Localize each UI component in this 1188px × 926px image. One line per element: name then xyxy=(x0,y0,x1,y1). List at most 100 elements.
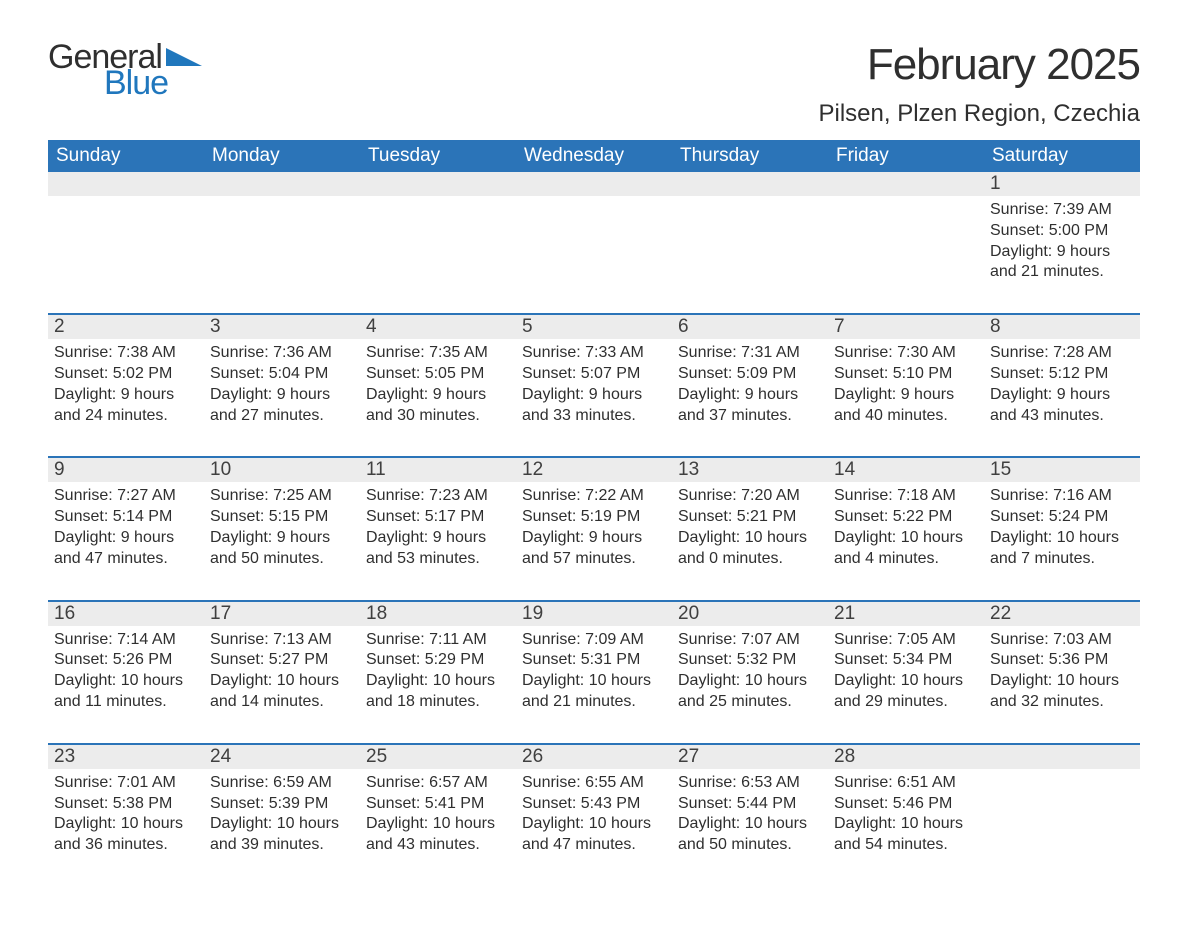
daylight-line2: and 40 minutes. xyxy=(834,406,978,427)
daylight-line2: and 21 minutes. xyxy=(990,262,1134,283)
daynum-cell: 28 xyxy=(828,745,984,769)
daylight-line2: and 50 minutes. xyxy=(678,835,822,856)
daynum-cell: 1 xyxy=(984,172,1140,196)
sunset-line: Sunset: 5:19 PM xyxy=(522,507,666,528)
detail-row: Sunrise: 7:39 AMSunset: 5:00 PMDaylight:… xyxy=(48,196,1140,314)
detail-row: Sunrise: 7:38 AMSunset: 5:02 PMDaylight:… xyxy=(48,339,1140,457)
empty-cell xyxy=(828,196,984,314)
daylight-line2: and 47 minutes. xyxy=(54,549,198,570)
sunrise-line: Sunrise: 7:22 AM xyxy=(522,486,666,507)
daylight-line2: and 39 minutes. xyxy=(210,835,354,856)
daynum-cell: 3 xyxy=(204,315,360,339)
empty-cell xyxy=(984,745,1140,769)
daylight-line1: Daylight: 9 hours xyxy=(54,528,198,549)
daynum-cell: 12 xyxy=(516,458,672,482)
title-block: February 2025 Pilsen, Plzen Region, Czec… xyxy=(818,40,1140,136)
sunrise-line: Sunrise: 7:16 AM xyxy=(990,486,1134,507)
daynum-row: 232425262728 xyxy=(48,745,1140,769)
daylight-line1: Daylight: 9 hours xyxy=(522,385,666,406)
sunrise-line: Sunrise: 7:35 AM xyxy=(366,343,510,364)
sunrise-line: Sunrise: 7:01 AM xyxy=(54,773,198,794)
sunrise-line: Sunrise: 6:57 AM xyxy=(366,773,510,794)
daylight-line2: and 36 minutes. xyxy=(54,835,198,856)
sunrise-line: Sunrise: 7:39 AM xyxy=(990,200,1134,221)
sunset-line: Sunset: 5:44 PM xyxy=(678,794,822,815)
dow-cell: Friday xyxy=(828,140,984,172)
calendar-table: SundayMondayTuesdayWednesdayThursdayFrid… xyxy=(48,140,1140,886)
sunrise-line: Sunrise: 7:14 AM xyxy=(54,630,198,651)
detail-cell: Sunrise: 7:36 AMSunset: 5:04 PMDaylight:… xyxy=(204,339,360,457)
detail-cell: Sunrise: 6:59 AMSunset: 5:39 PMDaylight:… xyxy=(204,769,360,886)
logo: General Blue xyxy=(48,40,202,100)
detail-row: Sunrise: 7:27 AMSunset: 5:14 PMDaylight:… xyxy=(48,482,1140,600)
empty-cell xyxy=(360,172,516,196)
daylight-line2: and 50 minutes. xyxy=(210,549,354,570)
sunrise-line: Sunrise: 7:20 AM xyxy=(678,486,822,507)
empty-cell xyxy=(48,172,204,196)
sunset-line: Sunset: 5:22 PM xyxy=(834,507,978,528)
daynum-cell: 9 xyxy=(48,458,204,482)
daylight-line1: Daylight: 10 hours xyxy=(990,671,1134,692)
daylight-line1: Daylight: 9 hours xyxy=(54,385,198,406)
sunrise-line: Sunrise: 7:03 AM xyxy=(990,630,1134,651)
daylight-line1: Daylight: 10 hours xyxy=(678,528,822,549)
daylight-line2: and 4 minutes. xyxy=(834,549,978,570)
daynum-cell: 22 xyxy=(984,602,1140,626)
sunrise-line: Sunrise: 7:38 AM xyxy=(54,343,198,364)
sunset-line: Sunset: 5:17 PM xyxy=(366,507,510,528)
empty-cell xyxy=(672,172,828,196)
daylight-line2: and 11 minutes. xyxy=(54,692,198,713)
sunset-line: Sunset: 5:21 PM xyxy=(678,507,822,528)
sunset-line: Sunset: 5:41 PM xyxy=(366,794,510,815)
daynum-cell: 21 xyxy=(828,602,984,626)
sunset-line: Sunset: 5:46 PM xyxy=(834,794,978,815)
daylight-line2: and 43 minutes. xyxy=(366,835,510,856)
sunrise-line: Sunrise: 7:30 AM xyxy=(834,343,978,364)
daylight-line2: and 24 minutes. xyxy=(54,406,198,427)
daylight-line2: and 25 minutes. xyxy=(678,692,822,713)
sunrise-line: Sunrise: 7:18 AM xyxy=(834,486,978,507)
daynum-cell: 15 xyxy=(984,458,1140,482)
daylight-line1: Daylight: 9 hours xyxy=(366,385,510,406)
daynum-row: 1 xyxy=(48,172,1140,196)
daynum-cell: 11 xyxy=(360,458,516,482)
detail-row: Sunrise: 7:01 AMSunset: 5:38 PMDaylight:… xyxy=(48,769,1140,886)
empty-cell xyxy=(204,196,360,314)
sunrise-line: Sunrise: 6:53 AM xyxy=(678,773,822,794)
daylight-line2: and 30 minutes. xyxy=(366,406,510,427)
detail-cell: Sunrise: 7:27 AMSunset: 5:14 PMDaylight:… xyxy=(48,482,204,600)
detail-cell: Sunrise: 7:07 AMSunset: 5:32 PMDaylight:… xyxy=(672,626,828,744)
daylight-line1: Daylight: 10 hours xyxy=(678,671,822,692)
detail-cell: Sunrise: 7:28 AMSunset: 5:12 PMDaylight:… xyxy=(984,339,1140,457)
empty-cell xyxy=(360,196,516,314)
dow-cell: Saturday xyxy=(984,140,1140,172)
daynum-cell: 27 xyxy=(672,745,828,769)
daylight-line1: Daylight: 10 hours xyxy=(834,528,978,549)
daylight-line1: Daylight: 9 hours xyxy=(678,385,822,406)
empty-cell xyxy=(516,196,672,314)
daylight-line2: and 53 minutes. xyxy=(366,549,510,570)
detail-cell: Sunrise: 7:25 AMSunset: 5:15 PMDaylight:… xyxy=(204,482,360,600)
sunrise-line: Sunrise: 7:23 AM xyxy=(366,486,510,507)
daynum-cell: 18 xyxy=(360,602,516,626)
daynum-cell: 8 xyxy=(984,315,1140,339)
daylight-line1: Daylight: 9 hours xyxy=(990,242,1134,263)
sunset-line: Sunset: 5:43 PM xyxy=(522,794,666,815)
detail-cell: Sunrise: 7:14 AMSunset: 5:26 PMDaylight:… xyxy=(48,626,204,744)
detail-cell: Sunrise: 7:01 AMSunset: 5:38 PMDaylight:… xyxy=(48,769,204,886)
dow-row: SundayMondayTuesdayWednesdayThursdayFrid… xyxy=(48,140,1140,172)
empty-cell xyxy=(48,196,204,314)
sunrise-line: Sunrise: 6:59 AM xyxy=(210,773,354,794)
daylight-line1: Daylight: 9 hours xyxy=(834,385,978,406)
month-title: February 2025 xyxy=(818,40,1140,90)
daylight-line1: Daylight: 10 hours xyxy=(522,814,666,835)
detail-cell: Sunrise: 7:11 AMSunset: 5:29 PMDaylight:… xyxy=(360,626,516,744)
daynum-cell: 5 xyxy=(516,315,672,339)
daynum-row: 16171819202122 xyxy=(48,602,1140,626)
daynum-row: 2345678 xyxy=(48,315,1140,339)
daylight-line1: Daylight: 9 hours xyxy=(210,385,354,406)
daynum-row: 9101112131415 xyxy=(48,458,1140,482)
daynum-cell: 7 xyxy=(828,315,984,339)
sunrise-line: Sunrise: 7:05 AM xyxy=(834,630,978,651)
daynum-cell: 26 xyxy=(516,745,672,769)
